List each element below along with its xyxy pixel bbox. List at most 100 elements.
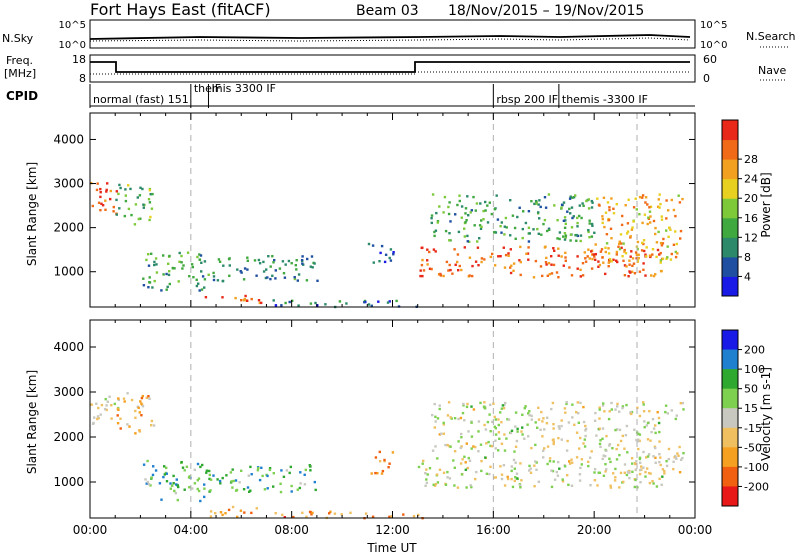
echo-pixel: [269, 277, 272, 281]
echo-pixel: [627, 470, 631, 474]
echo-pixel: [123, 214, 126, 218]
echo-pixel: [258, 262, 262, 265]
echo-pixel: [658, 460, 661, 464]
echo-pixel: [667, 235, 670, 238]
echo-pixel: [652, 482, 655, 485]
echo-pixel: [425, 468, 428, 471]
echo-pixel: [279, 482, 282, 485]
echo-pixel: [380, 244, 384, 248]
echo-pixel: [575, 233, 578, 237]
echo-pixel: [420, 263, 424, 267]
echo-pixel: [99, 413, 102, 416]
echo-pixel: [553, 249, 556, 252]
echo-pixel: [183, 469, 186, 472]
echo-pixel: [165, 288, 168, 291]
echo-pixel: [191, 265, 194, 269]
echo-pixel: [138, 194, 142, 197]
echo-pixel: [620, 246, 623, 249]
echo-pixel: [608, 444, 611, 447]
echo-pixel: [510, 429, 514, 432]
echo-pixel: [510, 264, 513, 267]
echo-pixel: [570, 274, 574, 277]
echo-pixel: [426, 473, 429, 476]
echo-pixel: [527, 226, 531, 229]
echo-pixel: [552, 440, 555, 444]
echo-pixel: [542, 222, 545, 226]
echo-pixel: [640, 465, 643, 468]
echo-pixel: [552, 263, 556, 267]
echo-pixel: [646, 455, 650, 458]
echo-pixel: [656, 411, 659, 414]
echo-pixel: [598, 471, 602, 474]
station-title: Fort Hays East (fitACF): [90, 0, 271, 19]
echo-pixel: [163, 465, 166, 468]
echo-pixel: [643, 249, 646, 253]
echo-pixel: [208, 477, 211, 481]
x-tick-label: 20:00: [577, 523, 612, 537]
echo-pixel: [449, 220, 452, 223]
echo-pixel: [392, 253, 395, 256]
echo-pixel: [604, 246, 607, 249]
echo-pixel: [538, 199, 541, 202]
echo-pixel: [228, 274, 231, 277]
echo-pixel: [430, 217, 433, 220]
echo-pixel: [674, 230, 677, 233]
echo-pixel: [426, 248, 429, 251]
echo-pixel: [599, 439, 602, 442]
echo-pixel: [470, 485, 473, 489]
echo-pixel: [272, 472, 275, 475]
echo-pixel: [444, 443, 447, 447]
echo-pixel: [620, 223, 624, 227]
echo-pixel: [601, 437, 604, 440]
echo-pixel: [651, 418, 655, 421]
echo-pixel: [578, 204, 581, 207]
echo-pixel: [476, 240, 479, 243]
echo-pixel: [477, 264, 480, 267]
echo-pixel: [438, 468, 442, 471]
echo-pixel: [514, 476, 517, 479]
echo-pixel: [123, 400, 126, 403]
echo-pixel: [581, 262, 585, 265]
echo-pixel: [480, 260, 483, 264]
echo-pixel: [564, 259, 567, 262]
echo-pixel: [526, 252, 530, 255]
echo-pixel: [151, 192, 154, 196]
y-tick-label: 3000: [53, 385, 84, 399]
echo-pixel: [367, 242, 371, 246]
colorbar-tick-label: -100: [744, 461, 769, 474]
echo-pixel: [473, 224, 476, 227]
echo-pixel: [564, 234, 568, 237]
echo-pixel: [624, 434, 628, 437]
echo-pixel: [262, 270, 266, 273]
echo-pixel: [154, 257, 158, 260]
echo-pixel: [576, 255, 579, 258]
echo-pixel: [433, 234, 436, 238]
nave-tick-bottom: 0: [703, 72, 710, 85]
echo-pixel: [482, 209, 485, 213]
echo-pixel: [491, 252, 494, 256]
echo-pixel: [504, 401, 507, 405]
echo-pixel: [195, 278, 198, 281]
echo-pixel: [484, 200, 487, 204]
colorbar-tick-label: 100: [744, 363, 765, 376]
echo-pixel: [601, 215, 604, 218]
echo-pixel: [181, 267, 184, 270]
echo-pixel: [582, 204, 585, 207]
echo-pixel: [674, 454, 677, 458]
echo-pixel: [174, 491, 177, 495]
echo-pixel: [105, 408, 108, 412]
echo-pixel: [173, 489, 176, 493]
echo-pixel: [434, 229, 438, 232]
echo-pixel: [268, 467, 272, 470]
echo-pixel: [363, 301, 366, 304]
echo-pixel: [182, 264, 185, 267]
colorbar-swatch: [722, 427, 738, 448]
echo-pixel: [297, 273, 301, 276]
echo-pixel: [99, 195, 102, 199]
echo-pixel: [458, 199, 461, 203]
echo-pixel: [601, 217, 604, 221]
echo-pixel: [615, 203, 618, 206]
echo-pixel: [545, 422, 549, 425]
echo-pixel: [498, 437, 501, 440]
echo-pixel: [297, 304, 300, 307]
